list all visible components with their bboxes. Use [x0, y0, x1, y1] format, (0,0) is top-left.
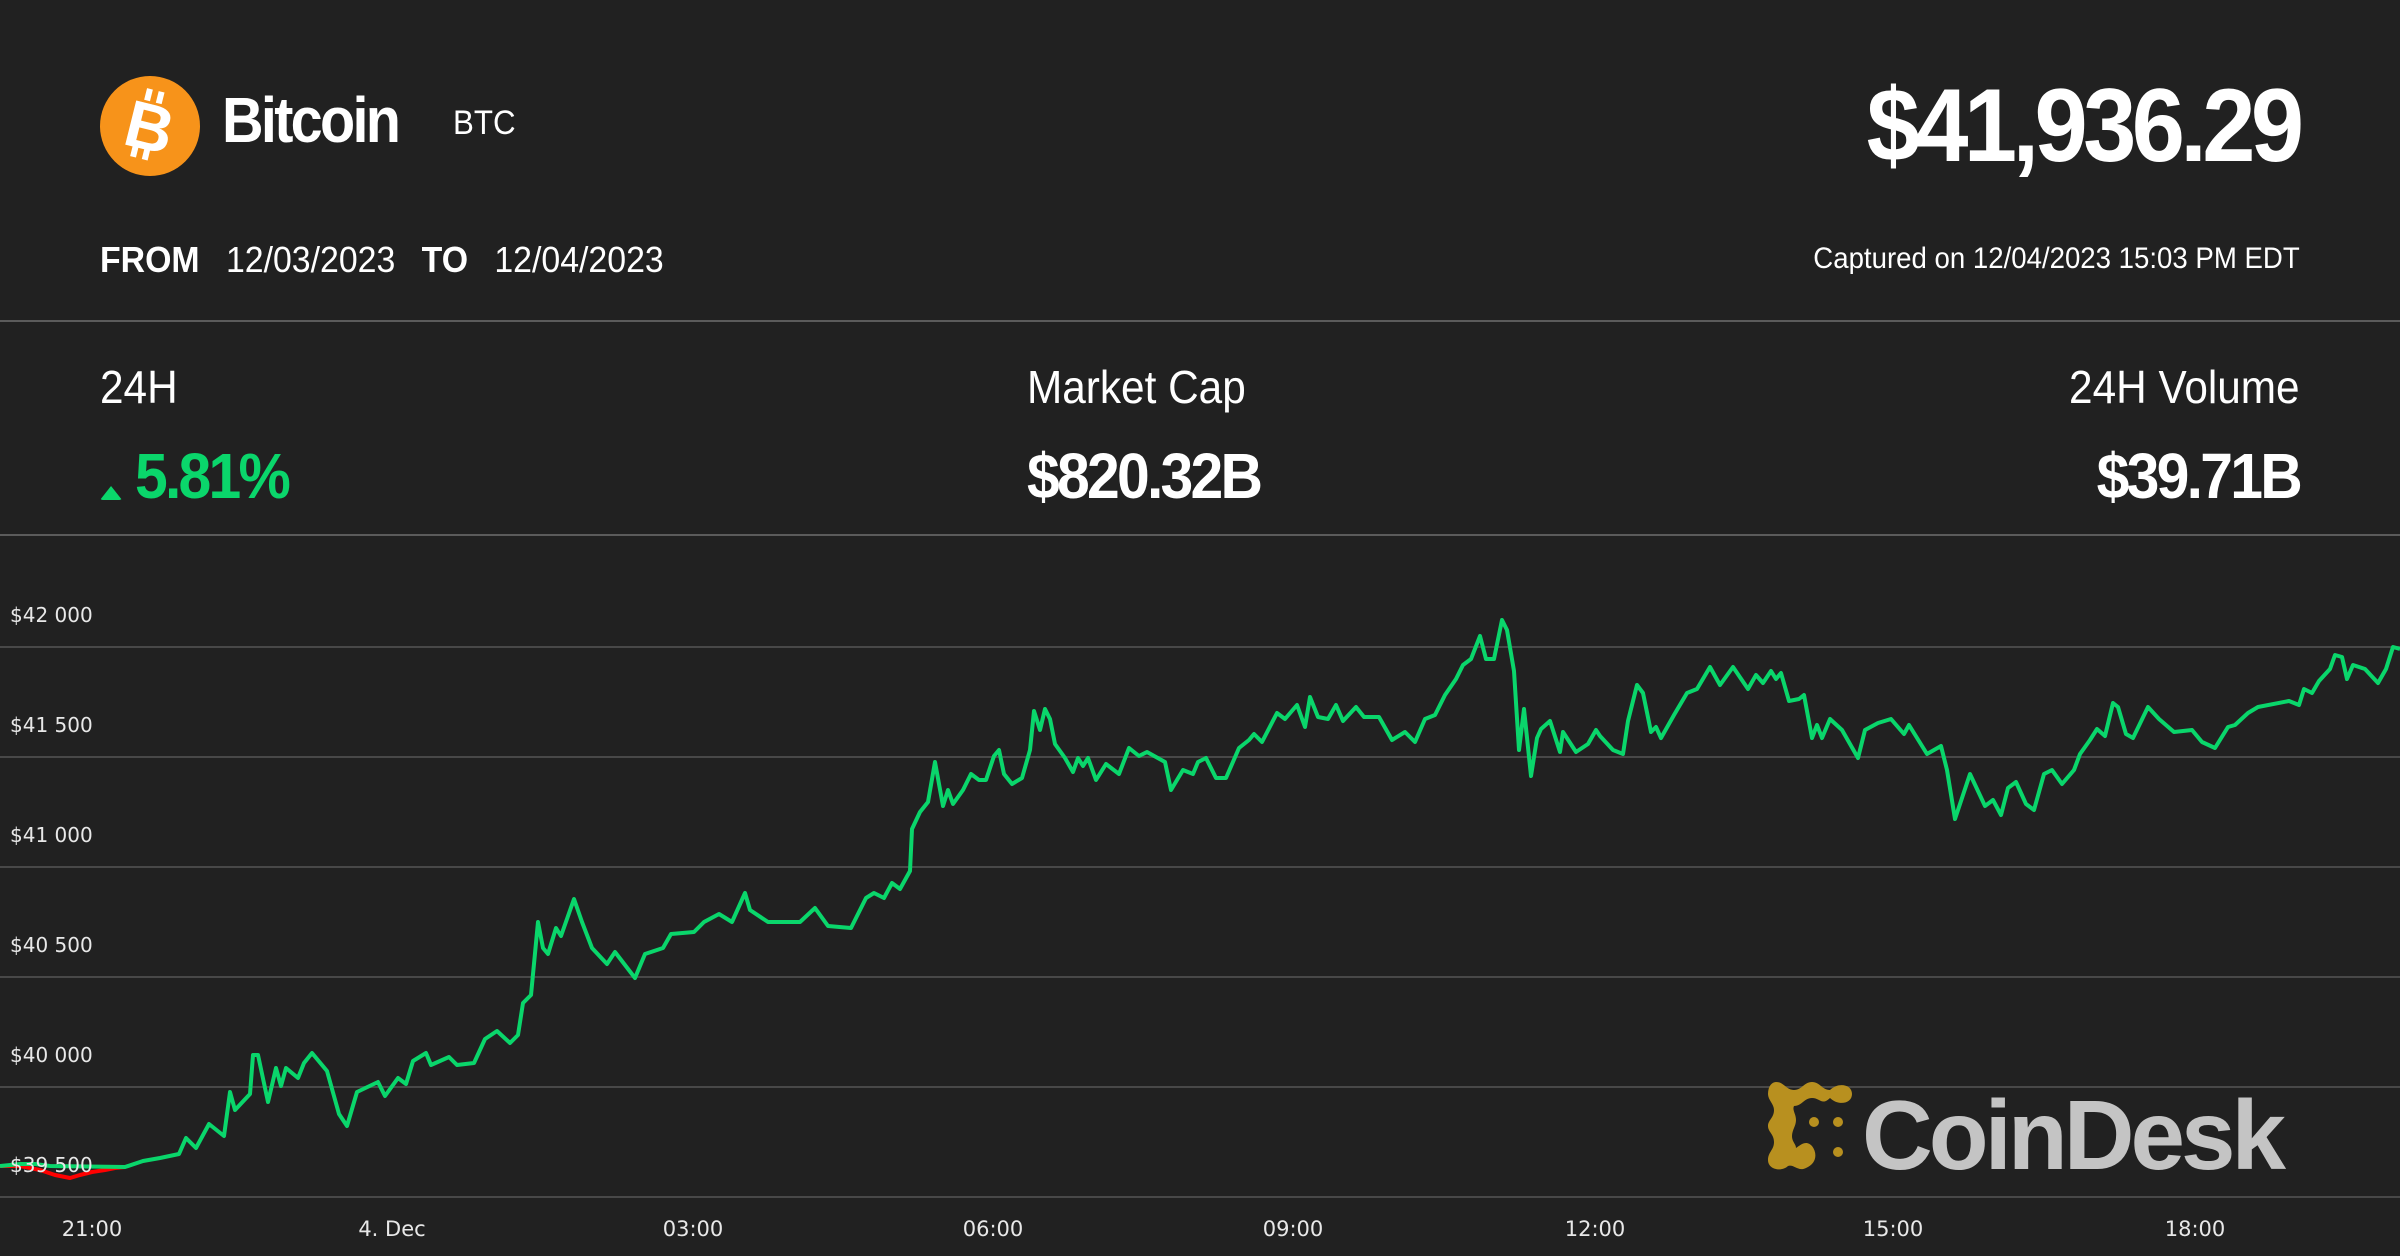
- divider: [0, 320, 2400, 322]
- x-tick-label: 03:00: [663, 1217, 724, 1241]
- from-label: FROM: [100, 239, 200, 280]
- x-tick-label: 21:00: [62, 1217, 123, 1241]
- volume-value: $39.71B: [2096, 440, 2303, 512]
- y-tick-label: $42 000: [10, 603, 93, 627]
- y-tick-label: $40 500: [10, 933, 93, 957]
- market-cap-label: Market Cap: [1027, 361, 1246, 413]
- change-percent: 5.81%: [134, 440, 291, 512]
- x-tick-label: 15:00: [1863, 1217, 1924, 1241]
- x-tick-label: 06:00: [963, 1217, 1024, 1241]
- bitcoin-icon: B: [100, 76, 200, 176]
- y-tick-label: $41 000: [10, 823, 93, 847]
- current-price: $41,936.29: [1867, 68, 2304, 184]
- coin-symbol: BTC: [453, 104, 516, 142]
- up-arrow-icon: [100, 486, 123, 500]
- x-axis-labels: 21:00 4. Dec 03:00 06:00 09:00 12:00 15:…: [62, 1217, 2226, 1241]
- price-line-down: [0, 1164, 126, 1180]
- x-tick-label: 18:00: [2165, 1217, 2226, 1241]
- x-tick-label: 09:00: [1263, 1217, 1324, 1241]
- x-tick-label: 4. Dec: [358, 1217, 425, 1241]
- volume-label: 24H Volume: [2069, 361, 2300, 413]
- coindesk-logo-text: CoinDesk: [1862, 1080, 2286, 1190]
- y-tick-label: $39 500: [10, 1153, 93, 1177]
- to-label: TO: [421, 239, 469, 280]
- y-axis-labels: $42 000 $41 500 $41 000 $40 500 $40 000: [10, 603, 93, 1067]
- x-tick-label: 12:00: [1565, 1217, 1626, 1241]
- price-line-up: [0, 618, 2400, 1169]
- change-value: 5.81%: [100, 440, 291, 512]
- to-date: 12/04/2023: [494, 239, 664, 280]
- market-cap-value: $820.32B: [1027, 440, 1263, 512]
- y-tick-label: $40 000: [10, 1043, 93, 1067]
- price-chart: $42 000 $41 500 $41 000 $40 500 $40 000 …: [0, 603, 2400, 1241]
- coindesk-logo-icon: [1768, 1082, 1852, 1170]
- date-range: FROM 12/03/2023 TO 12/04/2023: [100, 242, 690, 278]
- change-label: 24H: [100, 361, 178, 413]
- from-date: 12/03/2023: [225, 239, 396, 280]
- gridlines: [0, 646, 2400, 1198]
- captured-timestamp: Captured on 12/04/2023 15:03 PM EDT: [1813, 242, 2300, 275]
- y-tick-label: $41 500: [10, 713, 93, 737]
- coin-name: Bitcoin: [222, 84, 401, 156]
- divider: [0, 534, 2400, 536]
